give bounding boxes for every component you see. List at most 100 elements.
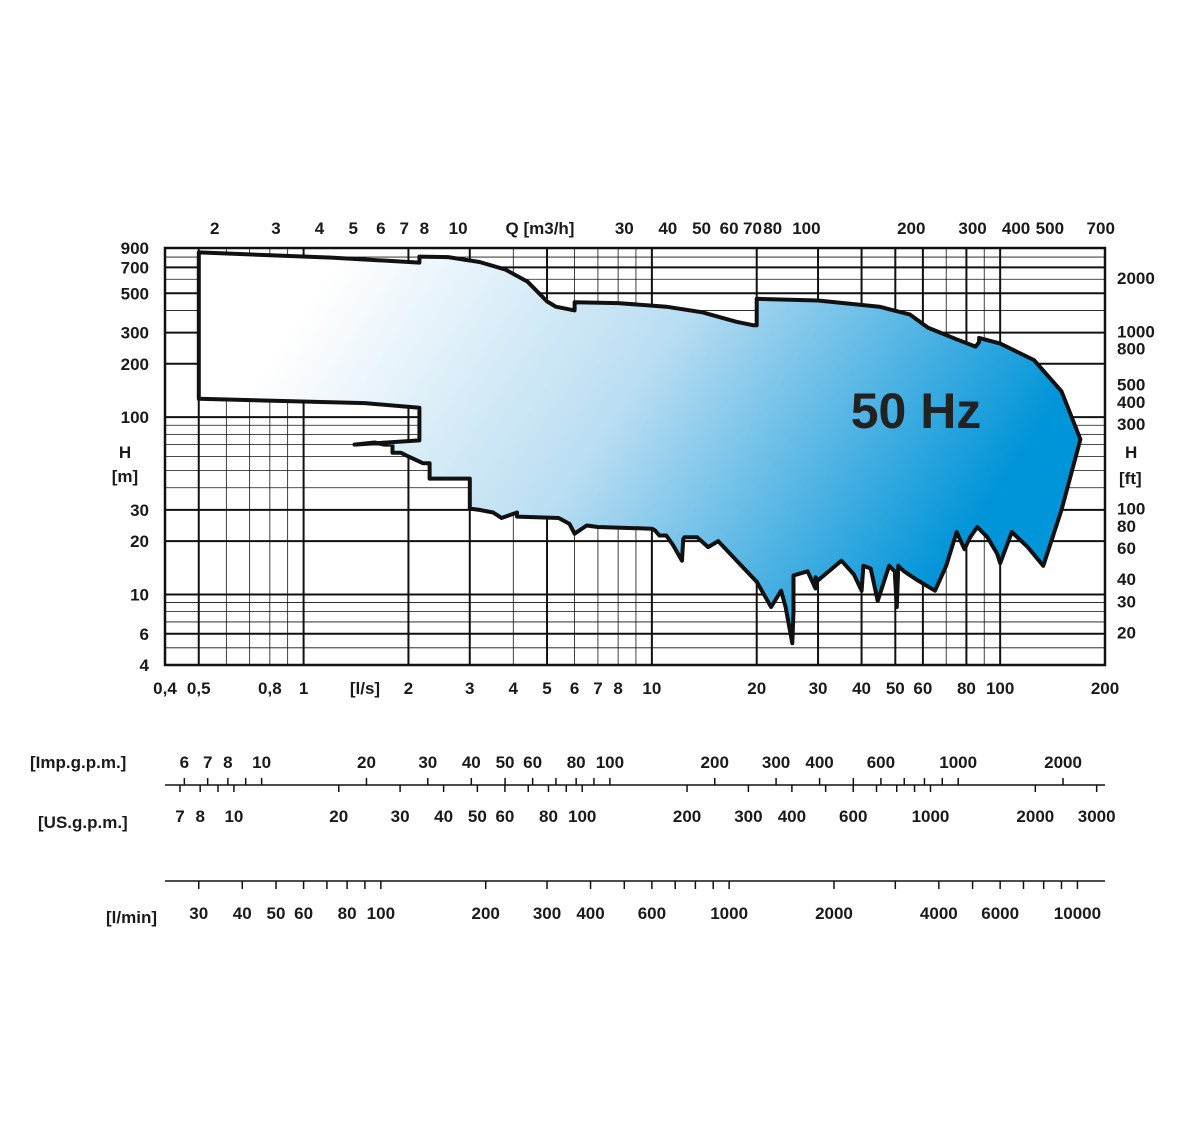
y-unit-left: [m] [112,467,138,486]
x-tick-m3h: 3 [271,219,280,238]
x-tick-m3h: 200 [897,219,925,238]
x-tick-ls: 3 [465,679,474,698]
x-tick-ls: 50 [886,679,905,698]
x-tick-ls: 200 [1091,679,1119,698]
imp-gpm-label: 30 [418,753,437,772]
x-tick-m3h: 100 [792,219,820,238]
y-tick-ft: 400 [1117,393,1145,412]
us-gpm-label: 20 [329,807,348,826]
lmin-label: 40 [233,904,252,923]
y-tick-ft: 300 [1117,415,1145,434]
us-gpm-label: 7 [175,807,184,826]
us-gpm-label: 400 [778,807,806,826]
us-gpm-label: 10 [224,807,243,826]
plot-frame [163,246,1107,667]
us-gpm-label: 8 [195,807,204,826]
y-tick-m: 700 [121,258,149,277]
lmin-label: 80 [338,904,357,923]
y-tick-m: 500 [121,284,149,303]
x-tick-ls: 2 [404,679,413,698]
y-tick-ft: 800 [1117,340,1145,359]
lmin-label: 200 [472,904,500,923]
conversion-scales: 6 7 8 10 20 30 40 50 60 80 100 200 300 400 600 1000 2000… [30,753,1116,927]
x-tick-m3h: 400 [1002,219,1030,238]
lmin-label: 400 [576,904,604,923]
y-unit-right: [ft] [1119,469,1142,488]
x-tick-m3h: 500 [1036,219,1064,238]
us-gpm-label: 300 [734,807,762,826]
y-tick-m: 100 [121,408,149,427]
x-tick-ls: 1 [299,679,308,698]
x-tick-m3h: 2 [210,219,219,238]
x-tick-m3h: 5 [349,219,358,238]
imp-gpm-label: 60 [523,753,542,772]
lmin-label: 30 [189,904,208,923]
axes: 0,4 0,5 0,8 1 2 3 4 5 6 7 8 10 20 30 40 50 60 80 100 200[l/… [112,219,1155,698]
us-gpm-label: 2000 [1016,807,1054,826]
x-tick-ls: 10 [642,679,661,698]
y-label-left: H [119,443,131,462]
x-tick-m3h: 7 [399,219,408,238]
y-tick-ft: 30 [1117,592,1136,611]
y-tick-ft: 40 [1117,570,1136,589]
x-tick-m3h: 70 [743,219,762,238]
y-label-right: H [1125,443,1137,462]
lmin-label: 300 [533,904,561,923]
imp-gpm-label: 600 [867,753,895,772]
us-gpm-label: 50 [468,807,487,826]
x-tick-ls: 0,5 [187,679,211,698]
y-tick-m: 10 [130,585,149,604]
x-unit-ls: [l/s] [350,679,380,698]
x-tick-ls: 40 [852,679,871,698]
y-tick-ft: 80 [1117,517,1136,536]
x-tick-m3h: 40 [658,219,677,238]
y-tick-ft: 100 [1117,500,1145,519]
x-tick-m3h: 6 [376,219,385,238]
imp-gpm-label: 2000 [1044,753,1082,772]
us-gpm-label: 30 [391,807,410,826]
operating-range-envelope [196,250,1083,646]
us-gpm-label: 600 [839,807,867,826]
imp-gpm-label: 6 [180,753,189,772]
x-tick-m3h: 10 [449,219,468,238]
lmin-label: 10000 [1054,904,1101,923]
imp-gpm-label: 400 [805,753,833,772]
x-tick-m3h: 700 [1087,219,1115,238]
y-tick-m: 20 [130,532,149,551]
x-tick-m3h: 8 [420,219,429,238]
y-tick-ft: 500 [1117,376,1145,395]
x-tick-m3h: 80 [763,219,782,238]
us-gpm-label: 60 [495,807,514,826]
imp-gpm-label: 8 [223,753,232,772]
x-tick-ls: 80 [957,679,976,698]
lmin-label: 50 [267,904,286,923]
x-tick-ls: 30 [809,679,828,698]
lmin-label: 4000 [920,904,958,923]
x-tick-m3h: 4 [315,219,325,238]
us-gpm-label: 3000 [1078,807,1116,826]
imp-gpm-label: 1000 [939,753,977,772]
x-tick-ls: 6 [570,679,579,698]
x-tick-m3h: 300 [958,219,986,238]
y-tick-m: 30 [130,501,149,520]
y-tick-ft: 1000 [1117,322,1155,341]
lmin-label: 100 [367,904,395,923]
imp-gpm-label: 200 [701,753,729,772]
x-tick-ls: 20 [747,679,766,698]
imp-gpm-label: 100 [596,753,624,772]
x-tick-m3h: 50 [692,219,711,238]
lmin-label: 60 [294,904,313,923]
imp-gpm-label: 40 [462,753,481,772]
x-tick-ls: 8 [613,679,622,698]
y-tick-m: 900 [121,239,149,258]
imp-gpm-label: 10 [252,753,271,772]
imp-gpm-unit: [Imp.g.p.m.] [30,753,126,772]
x-tick-ls: 100 [986,679,1014,698]
lmin-label: 2000 [815,904,853,923]
us-gpm-label: 80 [539,807,558,826]
imp-gpm-label: 80 [567,753,586,772]
y-tick-m: 300 [121,324,149,343]
y-tick-m: 4 [140,656,150,675]
x-unit-m3h: Q [m3/h] [506,219,575,238]
y-tick-ft: 2000 [1117,269,1155,288]
